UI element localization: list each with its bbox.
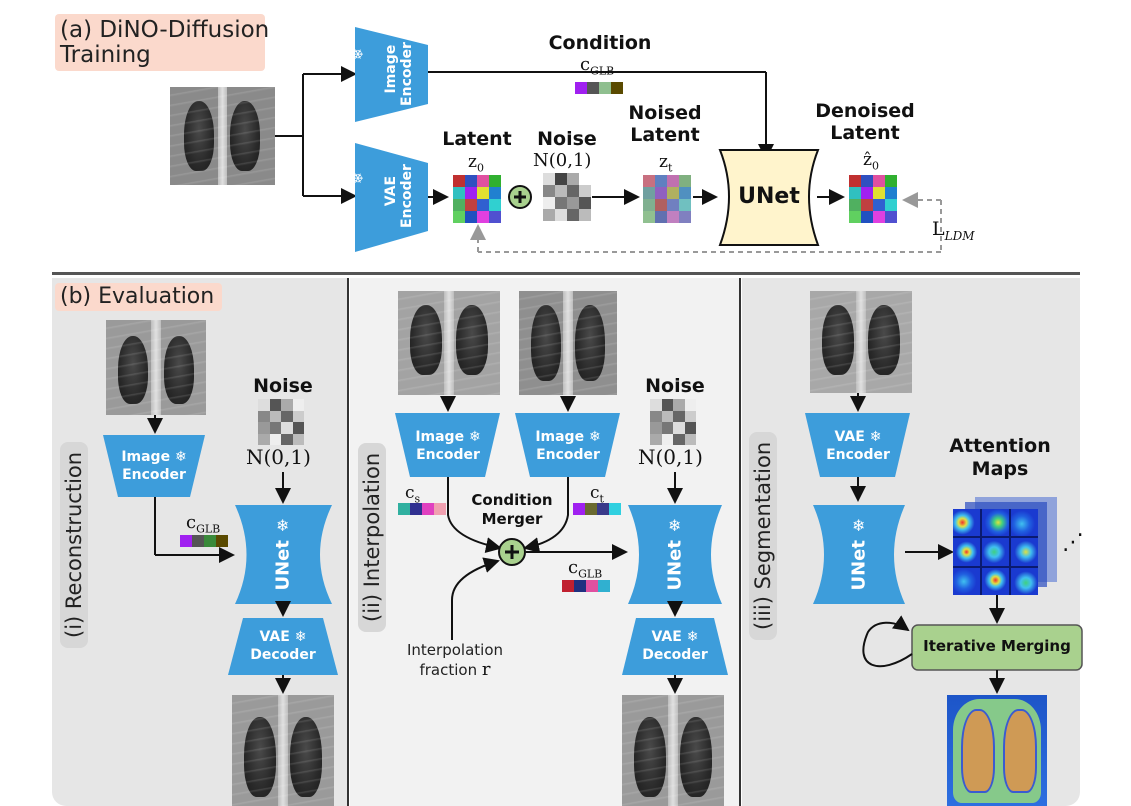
unet-label-i: UNet: [272, 540, 294, 591]
unet-label-ii: UNet: [664, 540, 686, 591]
denoised-latent-title: Denoised Latent: [815, 100, 915, 144]
unet-block-iii: [813, 505, 905, 604]
noise-dist-a: N(0,1): [533, 150, 592, 171]
zt-label: zt: [659, 152, 673, 175]
noise-grid-i: [258, 399, 304, 445]
noised-latent-grid: [643, 175, 691, 223]
image-encoder-label-i: Image ❄ Encoder: [121, 449, 187, 483]
unet-block-a: [718, 149, 820, 246]
panel-b-title: (b) Evaluation: [60, 284, 215, 309]
denoised-latent-grid: [849, 175, 897, 223]
noised-latent-title: Noised Latent: [628, 102, 702, 146]
output-xray-image-ii: [622, 695, 724, 806]
vae-decoder-block-i: [228, 618, 338, 675]
condition-vector-i: [180, 535, 228, 547]
segmentation-output-image: [947, 695, 1047, 806]
target-xray-image: [519, 291, 617, 395]
condition-merger-label: Condition Merger: [471, 491, 553, 528]
ct-vector: [573, 503, 621, 515]
noise-title-a: Noise: [537, 128, 597, 150]
unet-block-ii: [628, 505, 722, 604]
image-encoder-label-ii-2: Image ❄ Encoder: [535, 429, 601, 463]
unet-label-a: UNet: [738, 184, 800, 209]
loss-label: LLDM: [932, 218, 975, 243]
panel-a-tag: [55, 14, 265, 71]
cs-vector: [398, 503, 446, 515]
vae-encoder-label-iii: VAE ❄ Encoder: [826, 429, 890, 463]
image-encoder-block-i: [103, 435, 205, 497]
vae-decoder-label-ii: VAE ❄ Decoder: [642, 629, 708, 663]
noise-grid-ii: [650, 399, 696, 445]
image-encoder-block-ii-2: [515, 413, 620, 477]
panel-a-title: (a) DiNO-Diffusion Training: [60, 17, 270, 68]
panel-separator-1: [347, 278, 349, 806]
c-glb-label-a: cGLB: [580, 54, 615, 78]
image-encoder-block-ii-1: [395, 413, 500, 477]
vae-decoder-label-i: VAE ❄ Decoder: [250, 629, 316, 663]
image-encoder-block: [355, 27, 428, 122]
iterative-merging-label: Iterative Merging: [923, 637, 1071, 655]
panel-b-tag: [55, 283, 222, 311]
ellipsis-icon: ⋰: [1062, 530, 1084, 555]
input-xray-image-i: [106, 320, 206, 415]
c-glb-label-i: cGLB: [186, 512, 221, 536]
latent-title: Latent: [442, 128, 512, 150]
section-divider: [52, 272, 1080, 275]
unet-block-i: [235, 505, 332, 604]
noise-dist-ii: N(0,1): [638, 445, 703, 469]
attention-map-grid: [953, 509, 1038, 595]
snowflake-icon: ❄: [852, 516, 866, 535]
attention-maps-title: Attention Maps: [949, 435, 1051, 480]
source-xray-image: [398, 291, 500, 395]
cs-label: cs: [405, 483, 421, 506]
c-glb-label-ii: cGLB: [568, 557, 603, 581]
image-encoder-label-ii-1: Image ❄ Encoder: [415, 429, 481, 463]
input-xray-image-iii: [810, 291, 912, 393]
condition-vector: [575, 82, 623, 94]
latent-grid: [453, 175, 501, 223]
vae-decoder-block-ii: [622, 618, 728, 675]
vae-encoder-block-iii: [805, 413, 910, 477]
noise-dist-i: N(0,1): [246, 445, 311, 469]
condition-title: Condition: [548, 32, 652, 54]
output-xray-image-i: [232, 695, 334, 806]
snowflake-icon: ❄: [276, 516, 290, 535]
zhat-label: ẑ0: [863, 150, 879, 173]
noise-grid-a: [543, 173, 591, 221]
noise-title-ii: Noise: [645, 375, 705, 397]
condition-vector-ii: [562, 580, 610, 592]
noise-title-i: Noise: [253, 375, 313, 397]
input-xray-image: [170, 87, 275, 185]
ct-label: ct: [590, 483, 604, 506]
interpolation-fraction-label: Interpolation fraction r: [407, 641, 503, 680]
unet-label-iii: UNet: [848, 540, 870, 591]
vae-encoder-block: [355, 143, 428, 252]
panel-separator-2: [739, 278, 741, 806]
snowflake-icon: ❄: [668, 516, 682, 535]
panel-a-connectors: [275, 27, 942, 253]
z0-label: z0: [468, 152, 484, 175]
